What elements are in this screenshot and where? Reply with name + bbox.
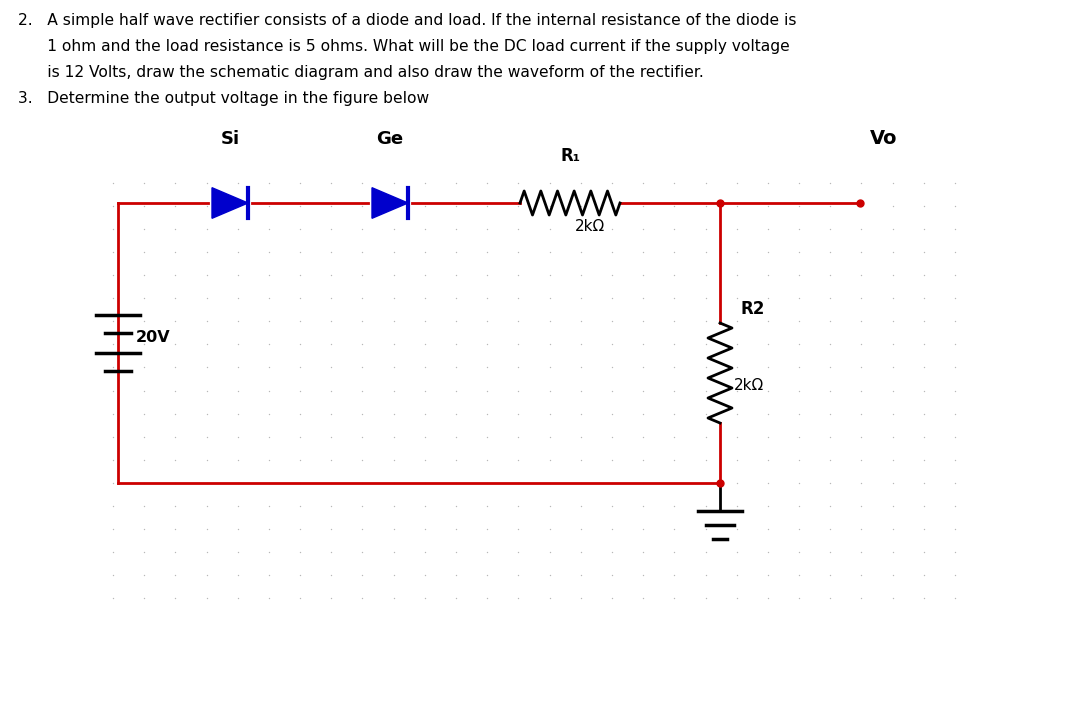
Text: 20V: 20V bbox=[136, 331, 171, 346]
Text: Vo: Vo bbox=[870, 129, 897, 148]
Polygon shape bbox=[212, 188, 248, 218]
Text: 2.   A simple half wave rectifier consists of a diode and load. If the internal : 2. A simple half wave rectifier consists… bbox=[18, 13, 797, 28]
Text: 3.   Determine the output voltage in the figure below: 3. Determine the output voltage in the f… bbox=[18, 91, 429, 106]
Text: is 12 Volts, draw the schematic diagram and also draw the waveform of the rectif: is 12 Volts, draw the schematic diagram … bbox=[18, 65, 704, 80]
Text: 1 ohm and the load resistance is 5 ohms. What will be the DC load current if the: 1 ohm and the load resistance is 5 ohms.… bbox=[18, 39, 789, 54]
Text: Ge: Ge bbox=[377, 130, 404, 148]
Text: R₁: R₁ bbox=[561, 147, 580, 165]
Text: Si: Si bbox=[220, 130, 240, 148]
Text: 2kΩ: 2kΩ bbox=[575, 219, 605, 234]
Text: R2: R2 bbox=[740, 300, 765, 318]
Text: 2kΩ: 2kΩ bbox=[734, 378, 765, 393]
Polygon shape bbox=[372, 188, 408, 218]
